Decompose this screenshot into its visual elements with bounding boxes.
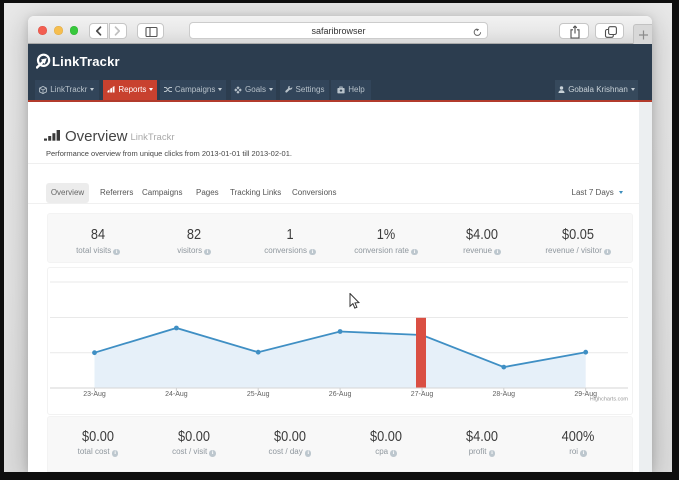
- svg-text:25-Aug: 25-Aug: [246, 391, 269, 398]
- svg-text:29-Aug: 29-Aug: [574, 391, 597, 398]
- svg-text:23-Aug: 23-Aug: [83, 391, 106, 398]
- svg-text:26-Aug: 26-Aug: [328, 391, 351, 398]
- svg-text:28-Aug: 28-Aug: [492, 391, 515, 398]
- svg-text:27-Aug: 27-Aug: [410, 391, 433, 398]
- svg-text:24-Aug: 24-Aug: [165, 391, 188, 398]
- svg-text:Highcharts.com: Highcharts.com: [589, 397, 628, 403]
